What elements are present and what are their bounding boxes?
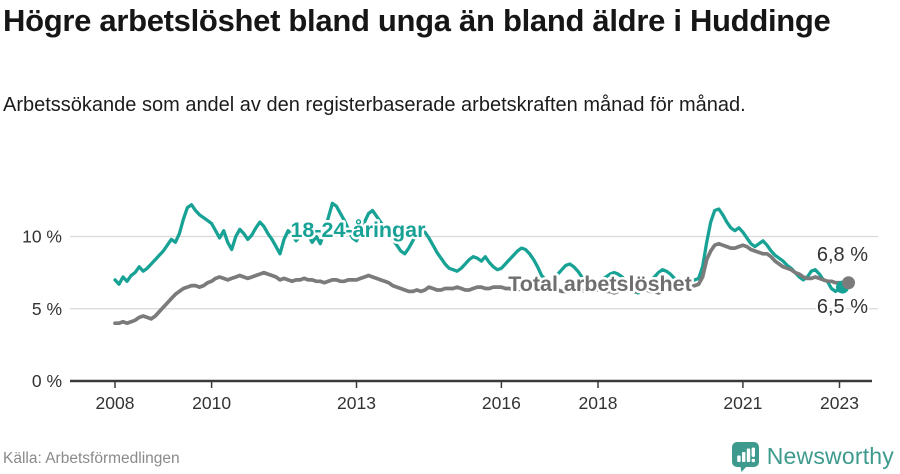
exclamation-dot <box>751 458 755 462</box>
series-label-total: Total arbetslöshet <box>508 272 692 296</box>
page-subtitle: Arbetssökande som andel av den registerb… <box>3 94 746 116</box>
end-value-label-youth: 6,5 % <box>817 296 868 318</box>
bar-1 <box>736 455 741 462</box>
y-axis-tick-label: 0 % <box>32 371 62 391</box>
x-axis-tick-label: 2016 <box>482 393 521 413</box>
x-axis-tick-label: 2018 <box>579 393 618 413</box>
end-value-label-total: 6,8 % <box>817 244 868 266</box>
y-axis-tick-label: 10 % <box>22 227 62 247</box>
page-title: Högre arbetslöshet bland unga än bland ä… <box>3 3 831 38</box>
newsworthy-badge-bar-chart-icon <box>731 441 759 472</box>
badge-shape <box>731 441 759 472</box>
series-label-youth: 18-24-åringar <box>290 218 426 242</box>
x-axis-tick-label: 2023 <box>820 393 859 413</box>
x-axis-tick-label: 2021 <box>723 393 762 413</box>
series-line-youth <box>113 201 846 295</box>
exclamation-bar <box>751 447 755 457</box>
bar-3 <box>746 448 750 462</box>
newsworthy-logo: Newsworthy <box>731 441 894 472</box>
series-endpoint-dot-total <box>842 276 856 290</box>
x-axis-tick-label: 2010 <box>192 393 231 413</box>
bar-2 <box>741 451 746 462</box>
y-axis-tick-label: 5 % <box>32 299 62 319</box>
x-axis-tick-label: 2008 <box>96 393 135 413</box>
logo-text: Newsworthy <box>766 442 894 469</box>
line-chart: 0 % 5 % 10 % 2008 2010 2013 2016 2018 2021 2023 18… <box>22 201 878 413</box>
source-note: Källa: Arbetsförmedlingen <box>3 450 180 467</box>
x-axis-tick-label: 2013 <box>337 393 376 413</box>
series-line-total <box>113 241 846 326</box>
